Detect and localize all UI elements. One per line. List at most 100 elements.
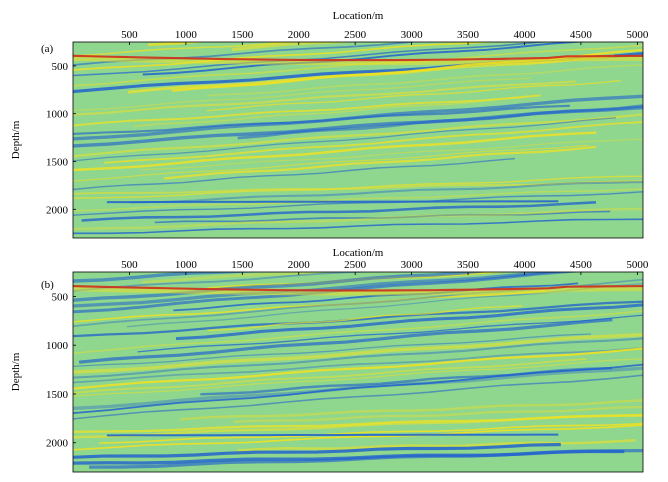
strong-reflector-halo (73, 56, 643, 66)
plot-frame (72, 41, 644, 239)
panel-label: (b) (41, 279, 54, 291)
reflector-band (133, 96, 524, 128)
reflector-band (207, 64, 643, 97)
reflector-band (175, 303, 643, 341)
x-tick-label: 2000 (288, 259, 311, 271)
y-tick-label: 1500 (46, 389, 69, 401)
reflector-band (73, 333, 643, 374)
reflector-band (73, 42, 498, 71)
reflector-band (73, 218, 643, 235)
x-tick-label: 4000 (513, 259, 536, 271)
reflector-band (73, 374, 643, 420)
x-tick-label: 1000 (175, 29, 198, 41)
reflector-band (141, 138, 643, 171)
reflector-band (173, 282, 579, 312)
reflector-band (154, 210, 611, 224)
x-tick-label: 1000 (175, 259, 198, 271)
reflector-band (73, 363, 643, 414)
x-tick-label: 500 (121, 259, 138, 271)
reflector-band (81, 201, 597, 222)
reflector-band (233, 405, 643, 423)
deep-reflector (106, 433, 559, 437)
y-axis-title: Depth/m (10, 352, 22, 391)
x-tick-label: 4000 (513, 29, 536, 41)
reflector-band (73, 94, 541, 127)
reflector-band (73, 358, 643, 397)
reflector-band (73, 272, 585, 314)
reflector-band (104, 121, 643, 164)
reflector-band (78, 318, 613, 364)
strong-reflector (73, 54, 643, 62)
reflector-band (137, 314, 643, 353)
reflector-band (73, 80, 577, 116)
reflector-band (73, 272, 489, 302)
x-tick-label: 4500 (570, 259, 593, 271)
y-tick-label: 1500 (46, 157, 69, 169)
reflector-band (99, 422, 643, 444)
reflector-band (73, 300, 643, 338)
reflector-band (206, 79, 621, 112)
seismic-reflectors (73, 42, 643, 235)
reflector-band (73, 337, 643, 379)
y-ticks: 500 1000 1500 2000 (46, 291, 76, 450)
reflector-band (73, 333, 592, 368)
reflector-band (73, 347, 643, 390)
reflector-band (129, 180, 643, 204)
strong-reflector-halo (73, 287, 643, 296)
x-axis-title: Location/m (333, 247, 384, 259)
reflector-band (237, 104, 643, 140)
reflector-band (73, 180, 643, 195)
reflector-band (73, 175, 643, 200)
reflector-band (73, 144, 589, 182)
x-tick-label: 3000 (401, 259, 424, 271)
reflector-band (73, 42, 550, 77)
reflector-band (73, 424, 643, 451)
reflector-band (73, 272, 376, 292)
reflector-band (142, 272, 341, 284)
reflector-band (73, 42, 296, 57)
reflector-band (73, 131, 597, 172)
x-ticks: 500 1000 1500 2000 2500 3000 3500 4000 4500 5000 (121, 29, 649, 45)
reflector-band (73, 191, 643, 216)
reflector-band (73, 94, 643, 141)
y-tick-label: 2000 (46, 204, 69, 216)
reflector-band (73, 113, 643, 158)
reflector-band (73, 157, 515, 191)
reflector-band (89, 448, 643, 469)
panel-a: 500 1000 1500 2000 2500 3000 3500 4000 4500 5000 … (10, 10, 649, 239)
x-tick-label: 3500 (457, 259, 480, 271)
y-tick-label: 2000 (46, 438, 69, 450)
x-tick-label: 4500 (570, 29, 593, 41)
x-tick-label: 1500 (231, 259, 254, 271)
x-tick-label: 2000 (288, 29, 311, 41)
reflector-band (73, 413, 643, 439)
x-ticks: 500 1000 1500 2000 2500 3000 3500 4000 4500 5000 (121, 259, 649, 275)
x-tick-label: 3500 (457, 29, 480, 41)
plot-frame (72, 271, 644, 473)
y-ticks: 500 1000 1500 2000 (46, 61, 76, 216)
y-tick-label: 500 (52, 61, 69, 73)
reflector-band (73, 346, 643, 384)
x-tick-label: 5000 (626, 29, 649, 41)
reflector-band (147, 42, 208, 47)
strong-reflector (73, 285, 643, 292)
reflector-band (73, 310, 643, 354)
reflector-band (73, 289, 547, 323)
reflector-band (73, 207, 643, 231)
seismic-reflectors (73, 272, 643, 469)
reflector-band (163, 145, 597, 180)
reflector-band (73, 357, 587, 394)
reflector-band (73, 188, 643, 212)
y-tick-label: 1000 (46, 109, 69, 121)
y-tick-label: 1000 (46, 340, 69, 352)
reflector-band (237, 439, 636, 452)
x-axis-title: Location/m (333, 10, 384, 22)
x-tick-label: 5000 (626, 259, 649, 271)
reflector-band (231, 42, 356, 52)
reflector-band (73, 117, 616, 162)
deep-reflector (106, 200, 559, 204)
reflector-band (207, 305, 523, 332)
y-axis-title: Depth/m (10, 120, 22, 159)
panel-b: 500 1000 1500 2000 2500 3000 3500 4000 4500 5000 … (10, 247, 649, 473)
